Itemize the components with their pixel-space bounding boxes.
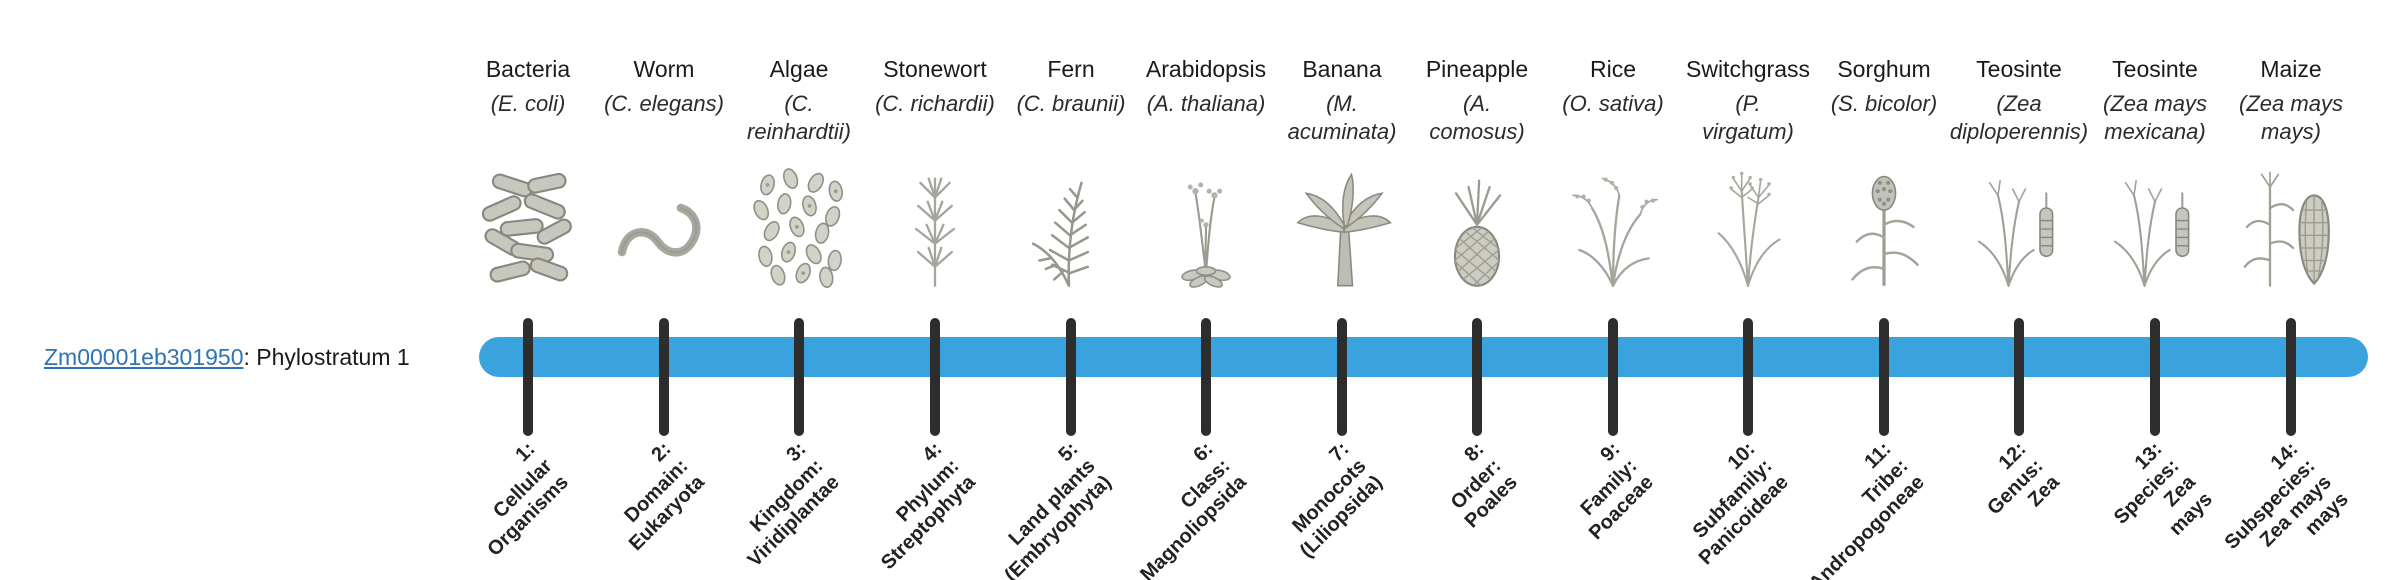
organism-scientific-name: (C. richardii) (875, 91, 995, 116)
sorghum-icon (1828, 166, 1940, 292)
timeline-tick (1472, 318, 1482, 436)
maize-icon (2235, 166, 2347, 292)
timeline-tick (2014, 318, 2024, 436)
icon-shape (622, 208, 696, 252)
banana-icon (1286, 166, 1398, 292)
timeline-tick (1201, 318, 1211, 436)
organism-scientific-name: (S. bicolor) (1830, 91, 1938, 116)
organism-scientific-name: (Zea mays mays) (2239, 91, 2343, 144)
gene-link[interactable]: Zm00001eb301950 (44, 343, 244, 370)
pineapple-icon (1421, 166, 1533, 292)
organism-scientific-name: (M. acuminata) (1287, 91, 1397, 144)
timeline-tick (1879, 318, 1889, 436)
timeline-bar (479, 337, 2368, 377)
organism-name: Fern (1047, 56, 1095, 82)
organism-name: Teosinte (2112, 56, 2198, 82)
organism-scientific-name: (A. thaliana) (1146, 91, 1266, 116)
organism-name: Switchgrass (1686, 56, 1810, 82)
stonewort-icon (879, 166, 991, 292)
worm-icon (608, 166, 720, 292)
organism-scientific-name: (E. coli) (490, 91, 566, 116)
timeline-tick (794, 318, 804, 436)
organism-scientific-name: (Zea diploperennis) (1949, 91, 2089, 144)
icon-shape (916, 179, 954, 286)
organism-scientific-name: (O. sativa) (1562, 91, 1664, 116)
icon-shape (1979, 181, 2053, 286)
icon-shape (1853, 177, 1918, 286)
icon-shape (1719, 172, 1780, 286)
icon-shape (751, 167, 843, 288)
gene-label: Zm00001eb301950: Phylostratum 1 (44, 337, 410, 377)
fern-icon (1015, 166, 1127, 292)
organism-name: Rice (1589, 56, 1636, 82)
organism-scientific-name: (C. reinhardtii) (747, 91, 851, 144)
organism-scientific-name: (Zea mays mexicana) (2103, 91, 2207, 144)
organism-name: Pineapple (1425, 56, 1529, 82)
organism-scientific-name: (C. elegans) (604, 91, 724, 116)
icon-shape (1573, 178, 1657, 286)
icon-shape (1033, 183, 1088, 286)
timeline-tick (2286, 318, 2296, 436)
organism-name: Algae (769, 56, 829, 82)
organism-name: Bacteria (485, 56, 571, 82)
timeline-tick (1743, 318, 1753, 436)
timeline-tick (523, 318, 533, 436)
organism-name: Banana (1302, 56, 1382, 82)
icon-shape (481, 173, 573, 283)
timeline-tick (1608, 318, 1618, 436)
teosinte-icon (2099, 166, 2211, 292)
icon-shape (1181, 182, 1231, 289)
timeline-tick (930, 318, 940, 436)
organism-scientific-name: (C. braunii) (1016, 91, 1126, 116)
algae-icon (743, 166, 855, 292)
organism-scientific-name: (P. virgatum) (1702, 91, 1794, 144)
switchgrass-icon (1692, 166, 1804, 292)
icon-shape (1298, 174, 1390, 285)
icon-shape (1446, 181, 1509, 288)
timeline-tick (1066, 318, 1076, 436)
rice-icon (1557, 166, 1669, 292)
organism-name: Teosinte (1976, 56, 2062, 82)
timeline-tick (2150, 318, 2160, 436)
teosinte-icon (1963, 166, 2075, 292)
organism-name: Arabidopsis (1145, 56, 1267, 82)
organism-name: Worm (633, 56, 695, 82)
organism-scientific-name: (A. comosus) (1429, 91, 1525, 144)
timeline-tick (1337, 318, 1347, 436)
timeline-tick (659, 318, 669, 436)
organism-name: Maize (2260, 56, 2322, 82)
gene-label-suffix: : Phylostratum 1 (243, 343, 410, 370)
icon-shape (2245, 172, 2329, 285)
organism-name: Sorghum (1837, 56, 1931, 82)
arabidopsis-icon (1150, 166, 1262, 292)
icon-shape (2115, 181, 2189, 286)
bacteria-icon (472, 166, 584, 292)
organism-name: Stonewort (883, 56, 987, 82)
